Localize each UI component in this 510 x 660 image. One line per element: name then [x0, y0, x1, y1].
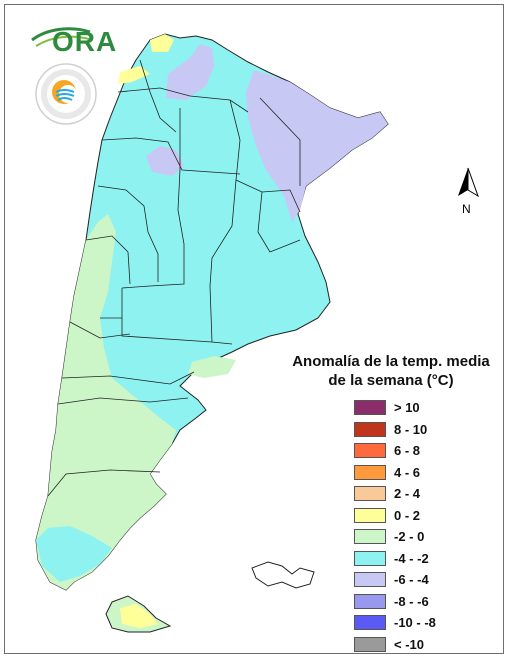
region-anomaly-minus6-minus4-northeast: [246, 70, 388, 222]
region-anomaly-minus2-0-cuyo: [188, 356, 236, 378]
legend-label: -6 - -4: [394, 572, 429, 588]
north-label: N: [462, 202, 471, 216]
region-anomaly-minus4-minus2-southwest: [36, 526, 112, 582]
region-anomaly-minus2-0-west: [36, 214, 176, 590]
north-arrow-icon: [458, 167, 479, 198]
legend-label: -2 - 0: [394, 529, 425, 545]
legend-item: 2 - 4: [354, 483, 498, 505]
legend-swatch: [354, 572, 386, 588]
legend-swatch: [354, 507, 386, 523]
ora-logo-text: ORA: [52, 26, 118, 57]
legend-swatch: [354, 593, 386, 609]
smn-seal-icon: [35, 63, 97, 125]
legend-label: -8 - -6: [394, 593, 429, 609]
legend-swatch: [354, 486, 386, 502]
legend-item: 6 - 8: [354, 440, 498, 462]
region-anomaly-minus6-minus4-catamarca: [146, 146, 184, 176]
ora-logo-icon: [31, 27, 93, 47]
legend-item: > 10: [354, 397, 498, 419]
legend-label: 0 - 2: [394, 507, 421, 523]
legend-swatch: [354, 529, 386, 545]
region-anomaly-0-2-north: [150, 34, 174, 52]
legend-label: 8 - 10: [394, 421, 428, 437]
legend-title: Anomalía de la temp. media de la semana …: [284, 352, 498, 390]
legend-label: < -10: [394, 636, 424, 652]
legend-swatch: [354, 464, 386, 480]
legend-item: < -10: [354, 634, 498, 656]
legend-item: -8 - -6: [354, 591, 498, 613]
region-anomaly-minus6-minus4-north: [166, 44, 214, 100]
province-boundaries: [47, 59, 301, 497]
legend-swatch: [354, 636, 386, 652]
legend-title-line-2: de la semana (°C): [328, 372, 454, 389]
legend-item: -6 - -4: [354, 569, 498, 591]
legend-item: -2 - 0: [354, 526, 498, 548]
legend-label: 4 - 6: [394, 464, 421, 480]
legend-item: -4 - -2: [354, 548, 498, 570]
legend-list: > 10 8 - 10 6 - 8 4 - 6 2 - 4 0 - 2 -2 - 0 -4 -…: [284, 397, 498, 655]
legend-label: -10 - -8: [394, 615, 436, 631]
legend-item: -10 - -8: [354, 612, 498, 634]
legend-swatch: [354, 421, 386, 437]
legend-swatch: [354, 400, 386, 416]
legend: Anomalía de la temp. media de la semana …: [284, 352, 498, 655]
legend-swatch: [354, 615, 386, 631]
legend-swatch: [354, 550, 386, 566]
tierra-del-fuego-yellow: [120, 604, 158, 628]
legend-label: > 10: [394, 400, 420, 416]
legend-label: -4 - -2: [394, 550, 429, 566]
legend-label: 2 - 4: [394, 486, 421, 502]
region-anomaly-0-2-northwest: [118, 66, 150, 84]
legend-item: 4 - 6: [354, 462, 498, 484]
legend-item: 0 - 2: [354, 505, 498, 527]
legend-title-line-1: Anomalía de la temp. media: [292, 353, 490, 370]
legend-swatch: [354, 443, 386, 459]
legend-item: 8 - 10: [354, 419, 498, 441]
malvinas-islands: [251, 561, 315, 589]
legend-label: 6 - 8: [394, 443, 421, 459]
